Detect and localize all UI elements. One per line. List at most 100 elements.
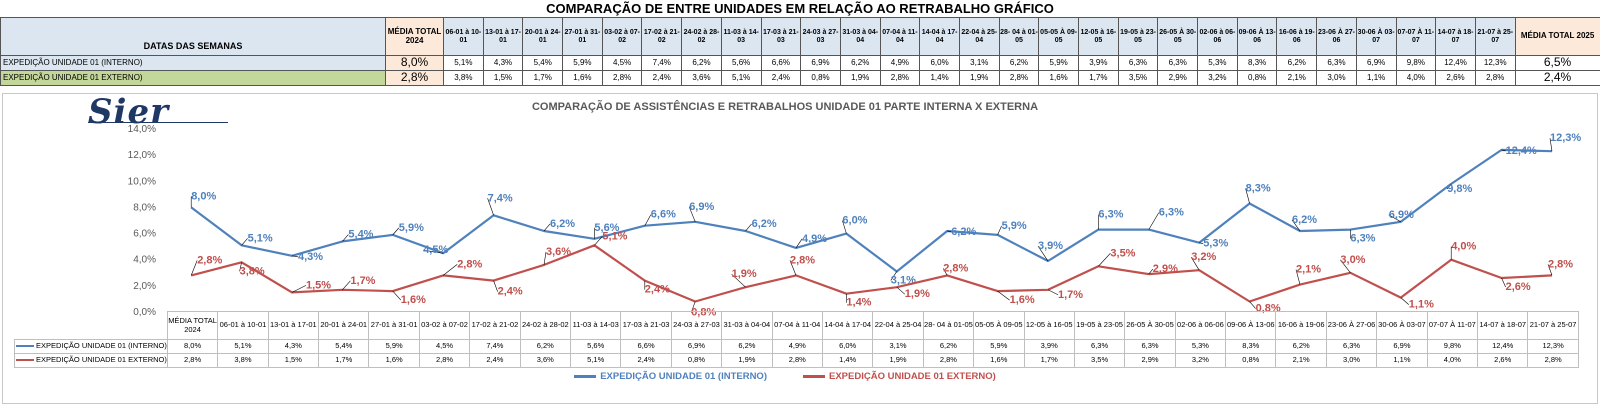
table-corner (15, 312, 168, 340)
data-label: 2,4% (498, 286, 523, 298)
series-name: EXPEDIÇÃO UNIDADE 01 EXTERNO) (36, 355, 167, 365)
data-label: 1,1% (1409, 299, 1434, 311)
row-value: 3,5% (1117, 70, 1159, 86)
row-value: 2,8% (601, 70, 643, 86)
header-avg-2024: MÉDIA TOTAL 2024 (385, 17, 444, 56)
row-value: 2,4% (760, 70, 802, 86)
series-value: 1,1% (1376, 353, 1428, 368)
y-tick-label: 2,0% (133, 281, 156, 292)
series-value: 3,0% (1325, 353, 1378, 368)
data-label: 5,6% (594, 222, 619, 234)
data-label-leader (1249, 301, 1256, 309)
data-label: 2,4% (645, 284, 670, 296)
category-label: 24-02 à 28-02 (519, 311, 572, 340)
series-value: 3,2% (1174, 353, 1227, 368)
series-value: 6,2% (922, 339, 975, 354)
data-label-leader (291, 285, 307, 293)
header-week: 24-03 à 27-03 (800, 17, 841, 56)
category-label: 02-06 à 06-06 (1174, 311, 1227, 340)
data-label-leader (1047, 289, 1059, 296)
data-label-leader (1446, 183, 1452, 190)
series-value: 2,8% (922, 353, 975, 368)
data-label: 6,0% (842, 215, 867, 227)
series-value: 6,3% (1073, 339, 1126, 354)
data-label-leader (487, 198, 494, 216)
series-swatch (16, 345, 34, 348)
header-week: 19-05 à 23-05 (1117, 17, 1159, 56)
row-value: 6,3% (1316, 55, 1357, 71)
data-label: 5,9% (399, 222, 424, 234)
data-label-leader (644, 214, 652, 226)
category-label: MÉDIA TOTAL 2024 (166, 311, 219, 340)
y-tick-label: 4,0% (133, 255, 156, 266)
series-value: 2,8% (166, 353, 219, 368)
category-label: 22-04 à 25-04 (872, 311, 924, 340)
data-label-leader (997, 290, 1010, 301)
table-row: EXPEDIÇÃO UNIDADE 01 EXTERNO) 2,8% 3,8% 1,5… (14, 353, 1579, 368)
series-value: 6,0% (821, 339, 874, 354)
y-tick-label: 0,0% (133, 307, 156, 318)
row-total-2025: 6,5% (1514, 55, 1600, 71)
data-label-leader (1148, 212, 1160, 230)
series-value: 4,0% (1426, 353, 1479, 368)
category-label: 14-04 à 17-04 (821, 311, 874, 340)
header-week: 17-03 à 21-03 (760, 17, 802, 56)
series-value: 2,1% (1275, 353, 1327, 368)
series-key: EXPEDIÇÃO UNIDADE 01 EXTERNO) (14, 353, 168, 368)
data-label: 1,9% (905, 288, 930, 300)
category-label: 17-02 à 21-02 (469, 311, 521, 340)
category-label: 12-05 à 16-05 (1023, 311, 1075, 340)
header-label: DATAS DAS SEMANAS (0, 17, 386, 56)
data-label-leader (291, 255, 299, 258)
chart-legend: EXPEDIÇÃO UNIDADE 01 (INTERNO) EXPEDIÇÃO … (0, 371, 1570, 382)
data-label-leader (190, 260, 198, 276)
header-week: 23-06 À 27-06 (1316, 17, 1357, 56)
data-label-leader (745, 223, 752, 232)
series-swatch (16, 359, 34, 362)
data-label: 3,6% (546, 246, 571, 258)
data-label: 1,7% (350, 275, 375, 287)
series-value: 0,8% (1225, 353, 1277, 368)
series-value: 6,9% (670, 339, 723, 354)
data-label-leader (493, 280, 498, 292)
row-value: 1,7% (522, 70, 564, 86)
data-label-leader (890, 271, 898, 281)
data-label-leader (1547, 264, 1553, 276)
data-label: 3,5% (1110, 247, 1135, 259)
series-value: 2,8% (418, 353, 471, 368)
header-week: 24-02 à 28-02 (681, 17, 722, 56)
series-value: 3,5% (1073, 353, 1126, 368)
data-label: 4,9% (802, 233, 827, 245)
data-label-leader (1549, 138, 1553, 152)
data-label-leader (1291, 219, 1301, 232)
data-label-leader (241, 238, 248, 246)
data-label-leader (1501, 149, 1506, 152)
data-label: 6,3% (1159, 207, 1184, 219)
data-label-leader (947, 230, 952, 233)
header-week: 28- 04 à 01-05 (998, 17, 1040, 56)
data-label: 2,8% (457, 258, 482, 270)
series-line-interno (190, 148, 1553, 273)
series-value: 3,1% (872, 339, 924, 354)
data-label-leader (1199, 242, 1204, 245)
row-value: 6,2% (681, 55, 722, 71)
data-label: 2,9% (1153, 263, 1178, 275)
data-label-leader (1148, 268, 1154, 275)
series-value: 1,9% (872, 353, 924, 368)
row-value: 12,3% (1474, 55, 1516, 71)
data-label: 1,6% (1010, 294, 1035, 306)
series-value: 5,1% (569, 353, 622, 368)
series-value: 3,6% (519, 353, 572, 368)
row-total-2025: 2,4% (1514, 70, 1600, 86)
row-value: 6,6% (760, 55, 802, 71)
row-value: 6,3% (1157, 55, 1199, 71)
series-value: 2,4% (469, 353, 521, 368)
series-value: 2,8% (771, 353, 823, 368)
data-label-leader (1501, 277, 1506, 288)
row-value: 3,0% (1316, 70, 1357, 86)
y-tick-label: 8,0% (133, 202, 156, 213)
header-week: 26-05 À 30-05 (1157, 17, 1199, 56)
header-week: 07-04 à 11-04 (879, 17, 921, 56)
row-value: 3,9% (1078, 55, 1119, 71)
category-label: 07-04 à 11-04 (771, 311, 823, 340)
